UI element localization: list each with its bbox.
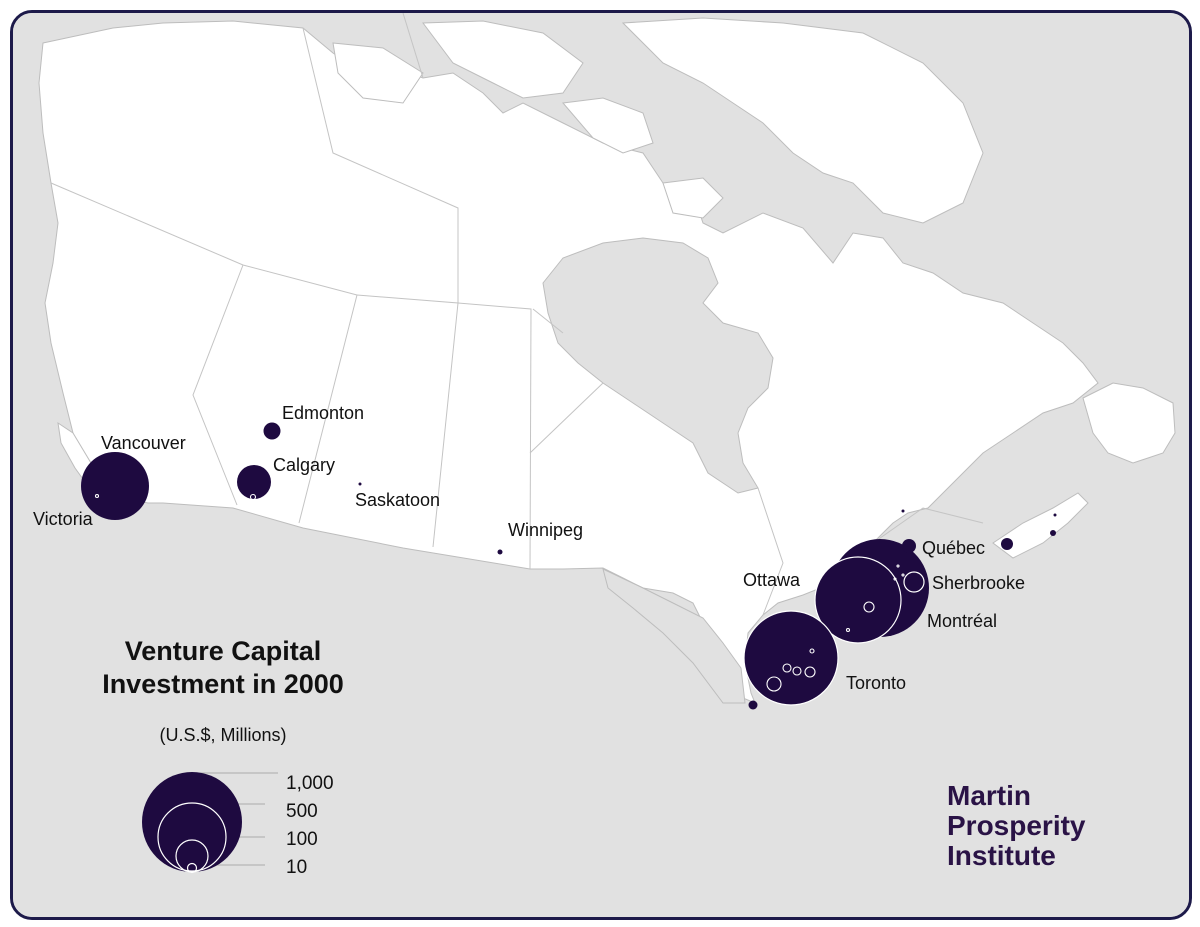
- bubble-toronto: [743, 610, 839, 706]
- label-saskatoon: Saskatoon: [355, 490, 440, 510]
- label-vancouver: Vancouver: [101, 433, 186, 453]
- label-edmonton: Edmonton: [282, 403, 364, 423]
- bubble-halifax: [1001, 538, 1013, 550]
- land-victoria-island: [332, 42, 424, 104]
- hudson-bay: [542, 237, 774, 494]
- land-arctic-1: [422, 20, 584, 99]
- land-baffin: [621, 17, 984, 224]
- land-nova-scotia: [992, 492, 1089, 559]
- legend-title-line1: Venture Capital: [124, 636, 322, 666]
- label-calgary: Calgary: [273, 455, 335, 475]
- bubble-saskatoon: [358, 482, 362, 486]
- bubble-pei: [1053, 513, 1057, 517]
- legend-bubble-500: [157, 802, 227, 872]
- label-toronto: Toronto: [846, 673, 906, 693]
- bubble-winnipeg: [497, 549, 503, 555]
- legend-label-10: 10: [286, 857, 307, 878]
- bubble-hamilton: [748, 700, 758, 710]
- legend-label-500: 500: [286, 801, 318, 822]
- legend-title: Venture Capital Investment in 2000: [73, 635, 373, 701]
- label-montreal: Montréal: [927, 611, 997, 631]
- legend-title-line2: Investment in 2000: [102, 669, 344, 699]
- sub-city-outlines: [94, 493, 905, 692]
- legend-label-100: 100: [286, 829, 318, 850]
- canada-map: Vancouver Victoria Edmonton Calgary Sask…: [13, 13, 1189, 917]
- bubble-fredericton: [901, 509, 905, 513]
- bubble-vancouver: [81, 452, 149, 520]
- size-legend: 1,000 500 100 10: [142, 772, 334, 878]
- land-arctic-2: [562, 97, 654, 154]
- bubble-ottawa: [814, 556, 902, 644]
- city-labels: Vancouver Victoria Edmonton Calgary Sask…: [33, 403, 1025, 693]
- martin-prosperity-logo: Martin Prosperity Institute: [947, 781, 1086, 871]
- label-sherbrooke: Sherbrooke: [932, 573, 1025, 593]
- bubble-sherbrooke: [903, 571, 925, 593]
- label-winnipeg: Winnipeg: [508, 520, 583, 540]
- logo-line3: Institute: [947, 840, 1056, 871]
- bubble-edmonton: [263, 422, 281, 440]
- bubble-moncton: [1050, 530, 1056, 536]
- legend-label-1000: 1,000: [286, 773, 334, 794]
- bubble-quebec: [902, 539, 916, 553]
- logo-line1: Martin: [947, 780, 1031, 811]
- land-mainland: [38, 20, 1099, 704]
- bubble-calgary: [237, 465, 271, 499]
- province-borders: [50, 13, 984, 616]
- great-lakes: [602, 568, 746, 704]
- legend-bubble-10: [186, 862, 198, 874]
- label-victoria: Victoria: [33, 509, 94, 529]
- land-southampton: [662, 177, 724, 219]
- label-ottawa: Ottawa: [743, 570, 801, 590]
- logo-line2: Prosperity: [947, 810, 1086, 841]
- land-newfoundland: [1082, 382, 1176, 464]
- legend-subtitle: (U.S.$, Millions): [159, 725, 287, 745]
- label-quebec: Québec: [922, 538, 985, 558]
- legend-bubble-1000: [142, 772, 242, 872]
- map-frame: Vancouver Victoria Edmonton Calgary Sask…: [10, 10, 1192, 920]
